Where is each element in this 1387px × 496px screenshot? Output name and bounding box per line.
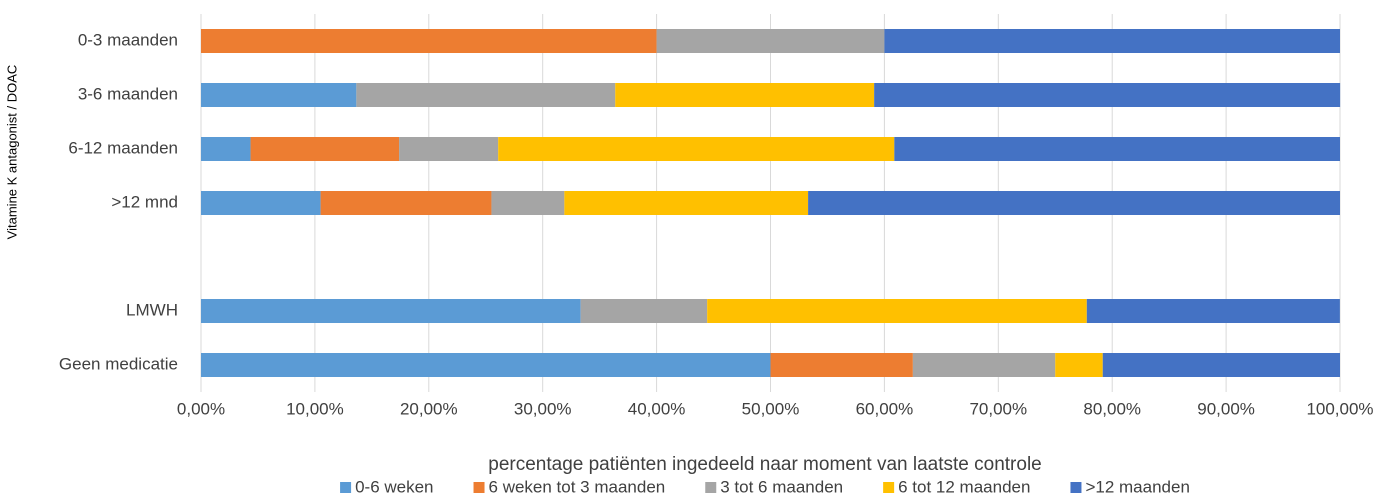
bar-segment [250,137,400,161]
bar-segment [201,29,657,53]
bar-segment [1086,299,1340,323]
x-tick-label: 0,00% [177,399,225,418]
x-tick-label: 10,00% [286,399,344,418]
legend-swatch [1070,482,1082,493]
x-tick-label: 90,00% [1197,399,1255,418]
x-tick-label: 100,00% [1306,399,1373,418]
x-tick-label: 30,00% [514,399,572,418]
y-axis-title: Vitamine K antagonist / DOAC [4,65,19,240]
bar-segment [320,191,492,215]
bar-segment [1055,353,1103,377]
x-axis-title: percentage patiënten ingedeeld naar mome… [488,454,1042,475]
x-tick-label: 70,00% [969,399,1027,418]
bar-segment [356,83,616,107]
y-tick-label: 6-12 maanden [68,138,178,157]
legend-label: >12 maanden [1085,477,1189,496]
y-tick-label: Geen medicatie [59,354,178,373]
legend-swatch [705,482,717,493]
bar-segment [201,137,251,161]
bar-segment [201,299,581,323]
bar-segment [201,83,357,107]
legend-label: 6 tot 12 maanden [898,477,1030,496]
bar-segment [1102,353,1340,377]
bar-segment [564,191,809,215]
bar-segment [912,353,1056,377]
y-tick-label: LMWH [126,300,178,319]
legend-label: 6 weken tot 3 maanden [489,477,666,496]
x-tick-label: 20,00% [400,399,458,418]
bar-segment [615,83,875,107]
y-tick-label: 0-3 maanden [78,30,178,49]
legend-swatch [883,482,895,493]
bar-segment [894,137,1340,161]
bar-segment [399,137,499,161]
bar-segment [884,29,1340,53]
x-tick-label: 80,00% [1083,399,1141,418]
legend-label: 0-6 weken [355,477,433,496]
bar-segment [201,191,321,215]
bar-segment [580,299,708,323]
x-tick-label: 50,00% [742,399,800,418]
bar-segment [656,29,885,53]
bar-segment [874,83,1341,107]
x-tick-label: 60,00% [856,399,914,418]
y-tick-label: 3-6 maanden [78,84,178,103]
x-tick-label: 40,00% [628,399,686,418]
bar-segment [491,191,565,215]
bar-segment [808,191,1340,215]
legend-swatch [340,482,352,493]
legend-swatch [473,482,485,493]
bar-segment [707,299,1087,323]
y-tick-label: >12 mnd [111,192,178,211]
bar-segment [770,353,913,377]
bar-segment [498,137,895,161]
bar-segment [201,353,771,377]
legend-label: 3 tot 6 maanden [720,477,843,496]
